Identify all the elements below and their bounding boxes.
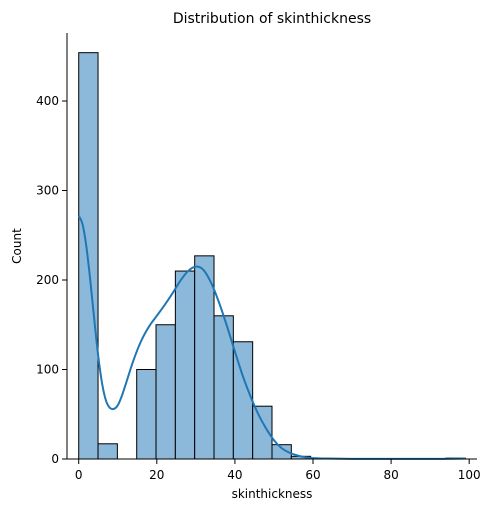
- kde-line: [77, 215, 466, 460]
- x-tick-label: 100: [458, 468, 481, 482]
- y-tick-label: 0: [51, 452, 59, 466]
- y-axis-title: Count: [10, 228, 24, 264]
- y-tick-label: 300: [36, 184, 59, 198]
- x-tick-label: 80: [383, 468, 398, 482]
- y-ticks: 0 100 200 300 400: [36, 94, 67, 466]
- histogram-bar: [155, 324, 176, 460]
- histogram-bar: [174, 270, 196, 460]
- histogram-bar: [194, 255, 215, 460]
- x-tick-label: 40: [227, 468, 242, 482]
- x-axis-title: skinthickness: [232, 487, 313, 501]
- axes-layer: [66, 33, 477, 460]
- x-tick-label: 60: [305, 468, 320, 482]
- histogram-bar: [97, 443, 118, 460]
- y-tick-label: 200: [36, 273, 59, 287]
- histogram-bar: [232, 341, 254, 460]
- histogram-bar: [136, 369, 157, 460]
- chart-title: Distribution of skinthickness: [173, 11, 371, 27]
- kde-layer: [77, 215, 466, 460]
- x-tick-label: 20: [149, 468, 164, 482]
- x-ticks: 0 20 40 60 80 100: [75, 459, 481, 482]
- bars-layer: [78, 52, 466, 460]
- y-tick-label: 100: [36, 363, 59, 377]
- y-tick-label: 400: [36, 94, 59, 108]
- x-tick-label: 0: [75, 468, 83, 482]
